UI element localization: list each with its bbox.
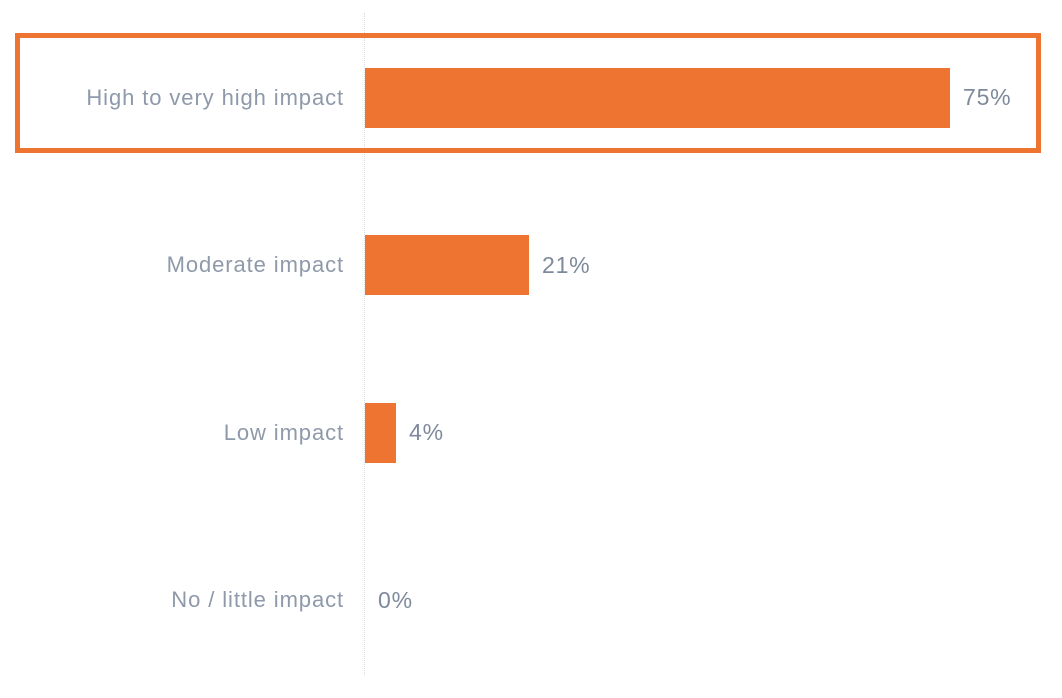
bar — [365, 235, 529, 296]
bar-area: 21% — [365, 182, 1062, 350]
bar-area: 0% — [365, 517, 1062, 685]
chart-rows: High to very high impact 75% Moderate im… — [0, 14, 1062, 684]
chart-row-no-little-impact: No / little impact 0% — [0, 517, 1062, 685]
value-label: 0% — [378, 586, 413, 613]
chart-row-moderate-impact: Moderate impact 21% — [0, 182, 1062, 350]
category-label: High to very high impact — [86, 84, 344, 110]
category-label: Moderate impact — [166, 252, 344, 278]
value-label: 75% — [963, 84, 1012, 111]
value-label: 4% — [409, 419, 444, 446]
category-label: No / little impact — [171, 587, 344, 613]
axis-baseline — [364, 13, 365, 675]
bar — [365, 402, 396, 463]
chart-row-high-impact: High to very high impact 75% — [0, 14, 1062, 182]
bar — [365, 67, 950, 128]
bar-area: 4% — [365, 349, 1062, 517]
chart-row-low-impact: Low impact 4% — [0, 349, 1062, 517]
value-label: 21% — [542, 251, 591, 278]
bar-area: 75% — [365, 14, 1062, 182]
category-label: Low impact — [223, 419, 344, 445]
